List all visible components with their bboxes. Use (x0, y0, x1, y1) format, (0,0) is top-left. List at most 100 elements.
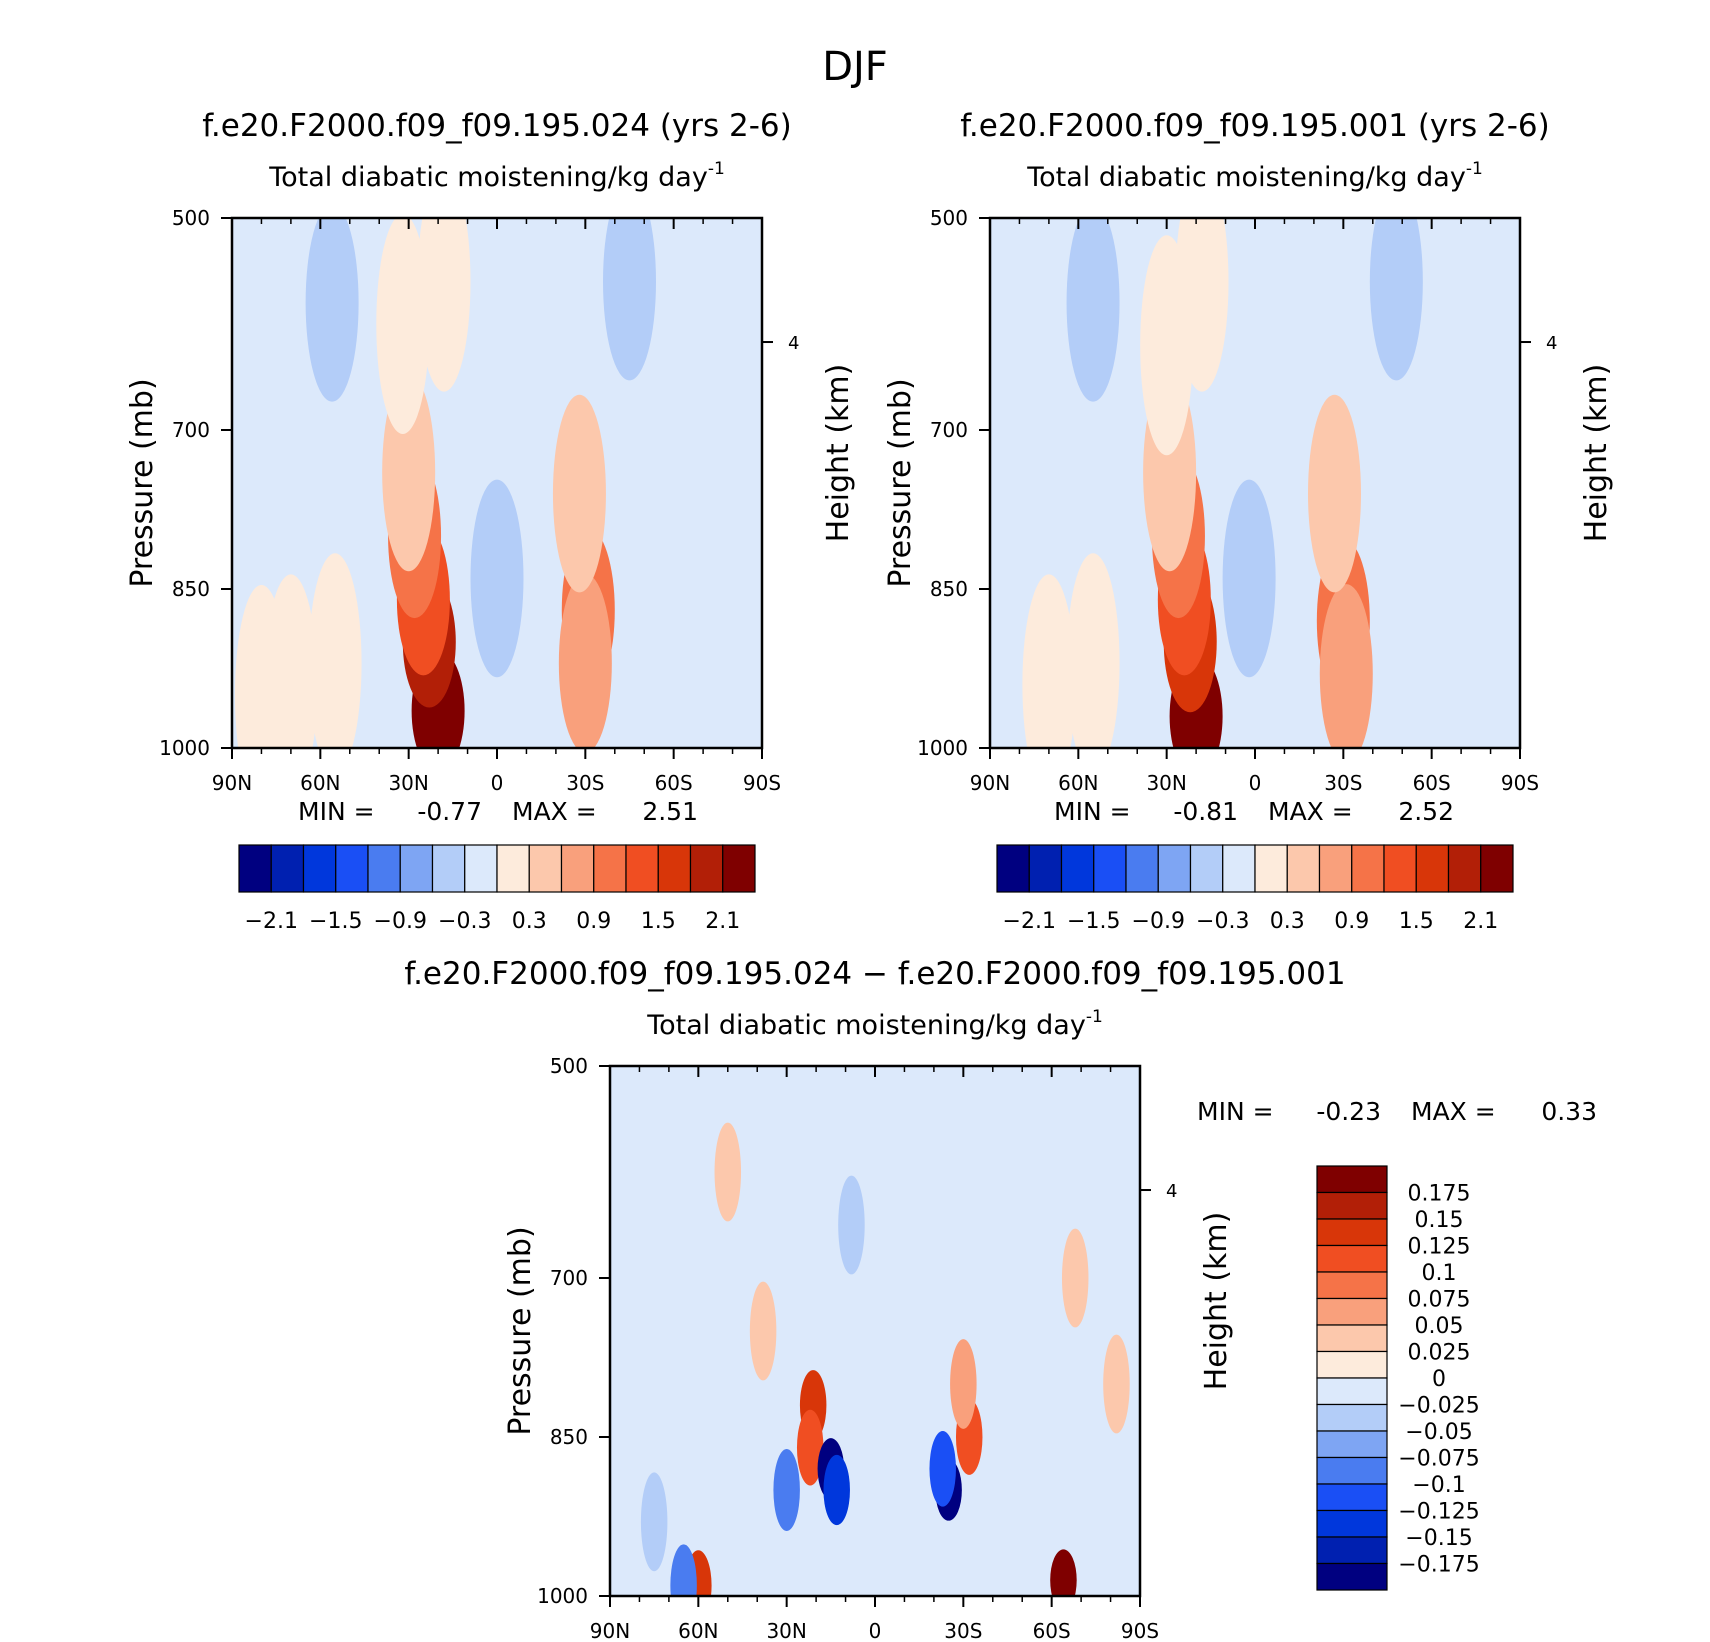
colorbar-label: 0.1 (1422, 1261, 1457, 1286)
contour-field (232, 218, 762, 748)
colorbar-box (1447, 844, 1482, 893)
y-axis-label-right: Height (km) (821, 364, 856, 543)
max-value: 0.33 (1541, 1097, 1597, 1126)
colorbar-box (1093, 844, 1127, 893)
colorbar-box (302, 844, 337, 893)
colorbar-label: 0.05 (1415, 1314, 1464, 1339)
contour-blob-15 (640, 1472, 668, 1572)
colorbar-label: −0.9 (1132, 909, 1185, 934)
colorbar-box (1316, 1509, 1388, 1538)
colorbar-label: 2.1 (705, 909, 740, 934)
colorbar-label: −0.025 (1398, 1394, 1479, 1419)
contour-blob-9 (1319, 584, 1373, 748)
y-tick-label: 850 (930, 577, 968, 601)
y-axis-label-right: Height (km) (1199, 1212, 1234, 1391)
x-tick-label: 60N (678, 1619, 718, 1642)
contour-blob-7 (417, 218, 471, 392)
min-label: MIN = (1054, 797, 1131, 826)
x-tick-label: 0 (491, 771, 504, 795)
colorbar-label: 0.125 (1408, 1235, 1471, 1260)
colorbar-label: 0.025 (1408, 1341, 1471, 1366)
colorbar-label: −0.3 (1196, 909, 1249, 934)
colorbar-box (1316, 1536, 1388, 1565)
colorbar-label: −1.5 (1067, 909, 1120, 934)
colorbar-label: −0.05 (1405, 1420, 1472, 1445)
colorbar-box (1316, 1562, 1388, 1591)
colorbar-box (1254, 844, 1288, 893)
colorbar-label: −1.5 (309, 909, 362, 934)
colorbar-box (593, 844, 627, 893)
colorbar-box (1125, 844, 1159, 893)
contour-blob-10 (1308, 394, 1361, 593)
colorbar-box (1316, 1483, 1388, 1512)
colorbar-label: 2.1 (1463, 909, 1498, 934)
chart-panel-1: f.e20.F2000.f09_f09.195.024 (yrs 2-6) Tot… (125, 108, 856, 934)
contour-blob-16 (670, 1544, 697, 1596)
colorbar-box (399, 844, 434, 893)
contour-blob-6 (929, 1430, 956, 1507)
colorbar-box (689, 844, 724, 893)
colorbar-label: 0.075 (1408, 1288, 1471, 1313)
colorbar-label: 0.3 (1270, 909, 1305, 934)
contour-blob-13 (1103, 1334, 1130, 1434)
colorbar-label: −0.3 (438, 909, 491, 934)
colorbar-box (528, 844, 563, 893)
x-tick-label: 60S (655, 771, 693, 795)
x-tick-label: 30N (388, 771, 428, 795)
contour-blob-14 (1066, 218, 1120, 402)
colorbar-box (1318, 844, 1353, 893)
contour-blob-15 (1369, 218, 1423, 381)
y-tick-label: 1000 (917, 736, 968, 760)
x-tick-label: 60S (1033, 1619, 1071, 1642)
contour-blob-14 (470, 479, 524, 678)
colorbar-label: −0.15 (1405, 1526, 1472, 1551)
contour-blob-7 (1175, 218, 1229, 392)
colorbar-box (496, 844, 530, 893)
min-value: -0.23 (1316, 1097, 1381, 1126)
min-label: MIN = (1197, 1097, 1274, 1126)
min-label: MIN = (298, 797, 375, 826)
colorbar-box (1316, 1324, 1388, 1353)
contour-blob-16 (603, 218, 656, 381)
chart-panel-3: f.e20.F2000.f09_f09.195.024 − f.e20.F200… (404, 956, 1597, 1642)
x-tick-label: 90S (1121, 1619, 1159, 1642)
contour-blob-6 (376, 218, 430, 434)
contour-blob-10 (552, 394, 606, 593)
min-value: -0.77 (417, 797, 482, 826)
colorbar-box (1316, 1244, 1388, 1273)
contour-blob-18 (838, 1175, 865, 1275)
contour-blob-9 (558, 573, 612, 748)
colorbar-box (1316, 1377, 1388, 1406)
colorbar-box (464, 844, 498, 893)
y-axis-label: Pressure (mb) (503, 1226, 538, 1435)
max-label: MAX = (1411, 1097, 1496, 1126)
max-label: MAX = (512, 797, 597, 826)
max-value: 2.51 (642, 797, 698, 826)
contour-blob-17 (714, 1122, 742, 1222)
colorbar-label: 0 (1432, 1367, 1446, 1392)
x-tick-label: 90N (590, 1619, 630, 1642)
contour-blob-11 (308, 553, 362, 748)
min-value: -0.81 (1173, 797, 1238, 826)
x-tick-label: 60S (1413, 771, 1451, 795)
colorbar: 0.1750.150.1250.10.0750.050.0250−0.025−0… (1316, 1165, 1480, 1591)
colorbar-box (1316, 1456, 1388, 1485)
colorbar-box (1316, 1403, 1388, 1432)
colorbar-label: 0.15 (1415, 1208, 1464, 1233)
contour-blob-2 (796, 1409, 824, 1486)
colorbar-label: 1.5 (1399, 909, 1434, 934)
colorbar-box (1157, 844, 1192, 893)
colorbar-box (1316, 1430, 1388, 1459)
y-axis-label: Pressure (mb) (883, 378, 918, 587)
colorbar-box (657, 844, 692, 893)
variable-title-text: Total diabatic moistening/kg day (268, 162, 708, 193)
colorbar: −2.1 −1.5 −0.9 −0.3 0.3 0.9 1.5 2.1 (996, 844, 1514, 934)
colorbar-box (1222, 844, 1256, 893)
colorbar-box (1316, 1297, 1388, 1326)
x-tick-label: 90N (970, 771, 1010, 795)
colorbar-box (1189, 844, 1224, 893)
colorbar-box (1415, 844, 1450, 893)
figure-title: DJF (822, 44, 888, 90)
colorbar-box (1316, 1191, 1388, 1220)
